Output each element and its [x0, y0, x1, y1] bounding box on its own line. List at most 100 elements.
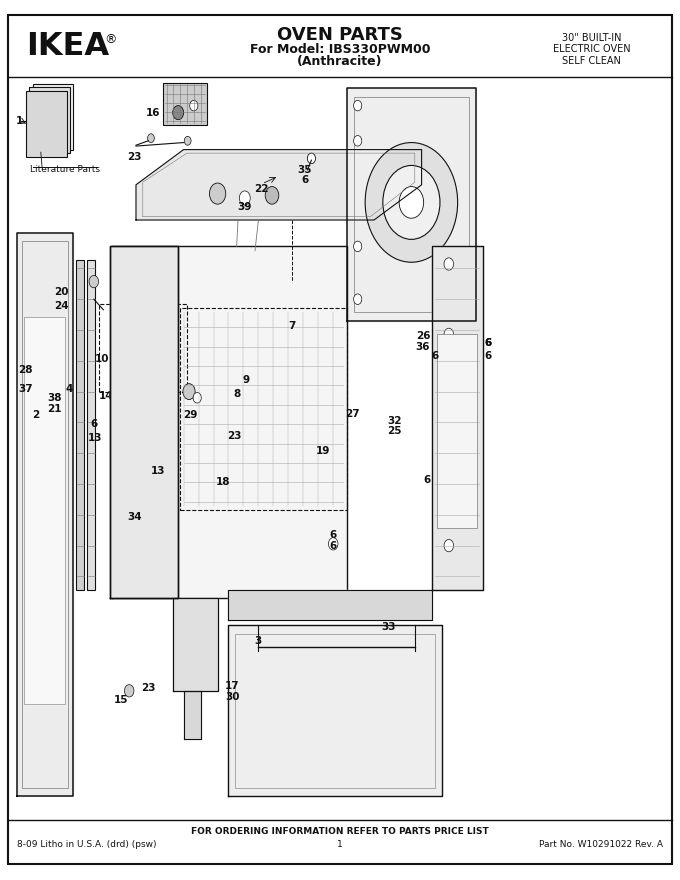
Text: ELECTRIC OVEN: ELECTRIC OVEN [553, 44, 630, 55]
Circle shape [184, 136, 191, 145]
Text: 22: 22 [254, 184, 269, 194]
Text: 25: 25 [387, 426, 402, 436]
Text: 1: 1 [337, 840, 343, 849]
Text: 37: 37 [18, 384, 33, 394]
Bar [29, 87, 70, 153]
Circle shape [354, 100, 362, 111]
Text: 6: 6 [432, 351, 439, 362]
Circle shape [444, 539, 454, 552]
Bar [163, 83, 207, 125]
Text: 8-09 Litho in U.S.A. (drd) (psw): 8-09 Litho in U.S.A. (drd) (psw) [17, 840, 156, 849]
Bar [33, 84, 73, 150]
Text: 26: 26 [415, 331, 430, 341]
Text: 28: 28 [18, 364, 33, 375]
Circle shape [89, 275, 99, 288]
Circle shape [173, 106, 184, 120]
Circle shape [265, 187, 279, 204]
Text: 6: 6 [424, 474, 430, 485]
Text: 6: 6 [330, 530, 337, 540]
Circle shape [127, 358, 138, 372]
Text: 16: 16 [146, 107, 160, 118]
Text: 13: 13 [88, 433, 103, 444]
Circle shape [141, 268, 149, 278]
Bar [437, 334, 477, 528]
Bar [87, 260, 95, 590]
Circle shape [190, 100, 198, 111]
Text: 6: 6 [330, 540, 337, 551]
Circle shape [141, 329, 149, 340]
Text: 38: 38 [47, 392, 62, 403]
Text: 35: 35 [297, 165, 312, 175]
Text: 7: 7 [289, 320, 296, 331]
Circle shape [307, 153, 316, 164]
Circle shape [354, 294, 362, 304]
Circle shape [124, 685, 134, 697]
Polygon shape [184, 691, 201, 739]
Polygon shape [110, 246, 178, 598]
Text: 33: 33 [381, 621, 396, 632]
Polygon shape [112, 246, 347, 598]
Text: 27: 27 [345, 408, 360, 419]
Polygon shape [136, 150, 422, 220]
Text: ®: ® [105, 33, 117, 46]
Text: For Model: IBS330PWM00: For Model: IBS330PWM00 [250, 43, 430, 55]
Bar [76, 260, 84, 590]
Bar [117, 255, 171, 590]
Text: 21: 21 [47, 404, 62, 414]
Circle shape [444, 328, 454, 341]
Circle shape [354, 136, 362, 146]
Text: (Anthracite): (Anthracite) [297, 55, 383, 68]
Text: 3: 3 [255, 635, 262, 646]
Circle shape [444, 258, 454, 270]
Text: OVEN PARTS: OVEN PARTS [277, 26, 403, 44]
Circle shape [155, 365, 165, 378]
Text: 32: 32 [387, 415, 402, 426]
Text: 6: 6 [485, 338, 492, 348]
Text: 6: 6 [485, 351, 492, 362]
Text: FOR ORDERING INFORMATION REFER TO PARTS PRICE LIST: FOR ORDERING INFORMATION REFER TO PARTS … [191, 827, 489, 836]
Polygon shape [228, 625, 442, 796]
Text: 1: 1 [16, 116, 22, 127]
Polygon shape [228, 590, 432, 620]
Bar [354, 97, 469, 312]
Circle shape [444, 469, 454, 481]
Text: 8: 8 [233, 389, 240, 400]
Polygon shape [17, 233, 73, 796]
Bar [41, 373, 60, 389]
Text: 11: 11 [152, 307, 167, 318]
Text: 24: 24 [54, 301, 69, 312]
Circle shape [141, 514, 149, 524]
Circle shape [354, 241, 362, 252]
Text: 20: 20 [54, 287, 69, 297]
Text: 4: 4 [66, 384, 73, 394]
Text: Part No. W10291022 Rev. A: Part No. W10291022 Rev. A [539, 840, 663, 849]
Polygon shape [432, 246, 483, 590]
Text: SELF CLEAN: SELF CLEAN [562, 55, 621, 66]
Polygon shape [173, 598, 218, 691]
Text: 39: 39 [237, 202, 252, 212]
Text: 15: 15 [114, 694, 129, 705]
Bar [24, 317, 65, 704]
Text: 23: 23 [141, 683, 156, 693]
Circle shape [365, 143, 458, 262]
Text: 9: 9 [243, 375, 250, 385]
Text: 2: 2 [32, 410, 39, 421]
Circle shape [193, 392, 201, 403]
Circle shape [444, 399, 454, 411]
Circle shape [141, 452, 149, 463]
Circle shape [141, 341, 158, 363]
Circle shape [141, 391, 149, 401]
Circle shape [328, 538, 338, 550]
Text: 34: 34 [127, 512, 142, 523]
Text: 30" BUILT-IN: 30" BUILT-IN [562, 33, 622, 43]
Text: 13: 13 [150, 466, 165, 476]
Text: IKEA: IKEA [27, 31, 109, 62]
Text: 6: 6 [90, 419, 97, 429]
Text: 17: 17 [225, 681, 240, 692]
Circle shape [399, 187, 424, 218]
Text: 23: 23 [227, 430, 242, 441]
Text: 30: 30 [225, 692, 240, 702]
Text: Literature Parts: Literature Parts [30, 165, 99, 174]
Text: 23: 23 [109, 304, 124, 315]
Text: 6: 6 [301, 175, 308, 186]
